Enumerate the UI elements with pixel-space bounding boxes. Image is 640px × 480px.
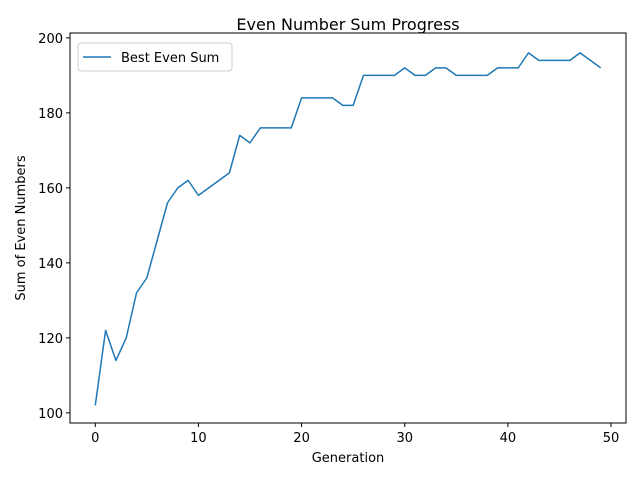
x-axis-title: Generation <box>312 451 385 466</box>
series-layer <box>94 52 602 406</box>
y-tick-label: 180 <box>38 107 63 122</box>
axis-ticks: 0 10 20 30 40 50 100 120 140 160 180 200 <box>38 32 619 446</box>
y-tick-label: 140 <box>38 257 63 272</box>
x-tick-label: 40 <box>500 431 517 446</box>
y-axis-title: Sum of Even Numbers <box>14 155 29 300</box>
x-tick-label: 20 <box>293 431 310 446</box>
y-tick-label: 100 <box>38 407 63 422</box>
x-tick-label: 50 <box>603 431 620 446</box>
chart-title: Even Number Sum Progress <box>236 15 459 34</box>
legend-box <box>77 42 233 72</box>
y-tick-label: 200 <box>38 32 63 47</box>
x-tick-label: 10 <box>190 431 207 446</box>
legend-label: Best Even Sum <box>121 51 219 66</box>
y-tick-label: 120 <box>38 332 63 347</box>
series-line-best-even-sum <box>94 52 602 406</box>
x-tick-label: 30 <box>396 431 413 446</box>
y-tick-label: 160 <box>38 182 63 197</box>
plot-frame <box>69 32 627 424</box>
legend: Best Even Sum <box>77 42 233 72</box>
x-tick-label: 0 <box>91 431 99 446</box>
